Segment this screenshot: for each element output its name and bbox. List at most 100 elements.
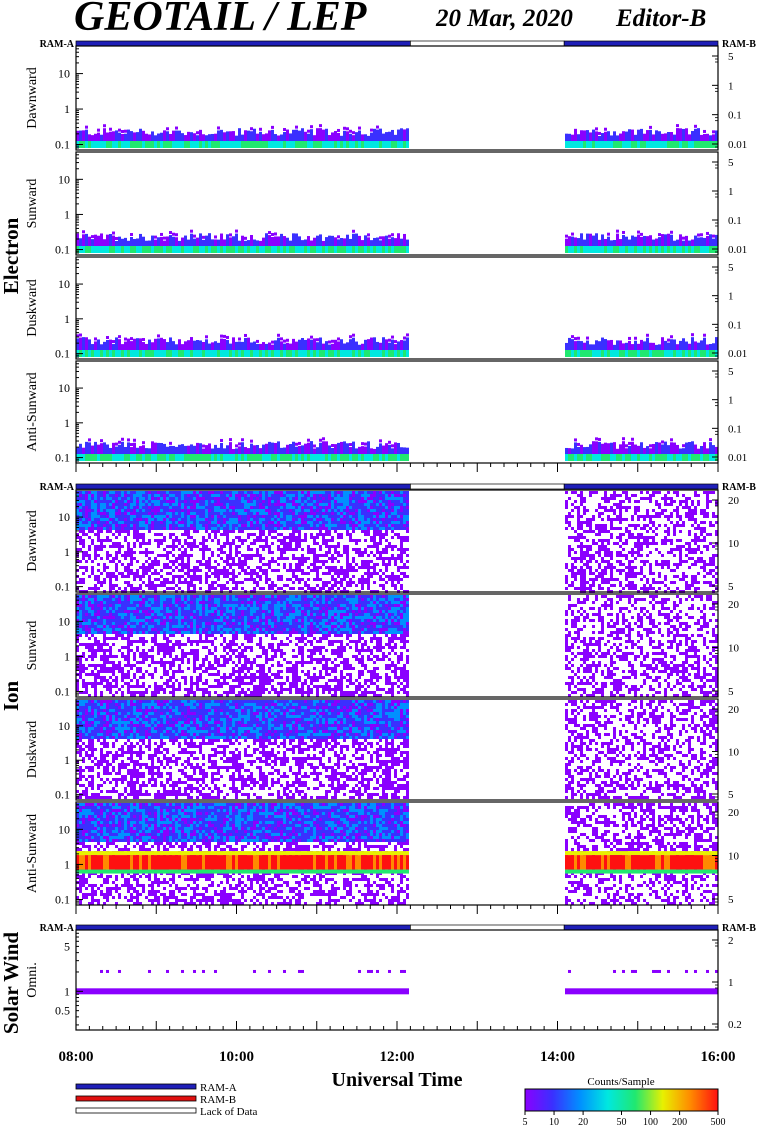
spectrogram-cell	[181, 509, 184, 512]
spectrogram-cell	[121, 545, 124, 548]
spectrogram-cell	[235, 444, 238, 448]
spectrogram-cell	[154, 246, 157, 253]
spectrogram-cell	[571, 134, 574, 141]
spectrogram-cell	[610, 442, 613, 454]
spectrogram-cell	[169, 518, 172, 521]
spectrogram-cell	[289, 141, 292, 148]
spectrogram-cell	[262, 509, 265, 512]
spectrogram-cell	[181, 566, 184, 569]
spectrogram-cell	[142, 130, 145, 141]
spectrogram-cell	[598, 506, 601, 509]
spectrogram-cell	[223, 569, 226, 572]
spectrogram-cell	[649, 125, 652, 129]
spectrogram-cell	[394, 442, 397, 454]
spectrogram-cell	[274, 512, 277, 515]
spectrogram-cell	[367, 530, 370, 533]
spectrogram-cell	[331, 132, 334, 141]
spectrogram-cell	[376, 237, 379, 246]
spectrogram-cell	[382, 551, 385, 554]
spectrogram-cell	[370, 337, 373, 350]
spectrogram-cell	[349, 339, 352, 350]
spectrogram-cell	[706, 350, 709, 357]
spectrogram-cell	[130, 554, 133, 557]
spectrogram-cell	[682, 524, 685, 527]
spectrogram-cell	[352, 497, 355, 500]
spectrogram-cell	[367, 500, 370, 503]
spectrogram-cell	[343, 524, 346, 527]
spectrogram-cell	[220, 494, 223, 497]
spectrogram-cell	[103, 497, 106, 500]
spectrogram-cell	[700, 134, 703, 141]
spectrogram-cell	[709, 234, 712, 246]
spectrogram-cell	[133, 533, 136, 536]
spectrogram-cell	[277, 333, 280, 337]
spectrogram-cell	[187, 512, 190, 515]
spectrogram-cell	[76, 527, 79, 530]
spectrogram-cell	[115, 518, 118, 521]
spectrogram-cell	[139, 533, 142, 536]
spectrogram-cell	[274, 518, 277, 521]
spectrogram-cell	[367, 560, 370, 563]
spectrogram-cell	[373, 533, 376, 536]
spectrogram-cell	[172, 130, 175, 141]
spectrogram-cell	[247, 533, 250, 536]
spectrogram-cell	[382, 548, 385, 551]
spectrogram-cell	[340, 350, 343, 357]
spectrogram-cell	[340, 524, 343, 527]
spectrogram-cell	[394, 578, 397, 581]
spectrogram-cell	[109, 350, 112, 357]
spectrogram-cell	[580, 569, 583, 572]
spectrogram-cell	[199, 563, 202, 566]
spectrogram-cell	[313, 454, 316, 461]
spectrogram-cell	[244, 539, 247, 542]
spectrogram-cell	[136, 509, 139, 512]
spectrogram-cell	[640, 246, 643, 253]
spectrogram-cell	[325, 551, 328, 554]
spectrogram-cell	[310, 536, 313, 539]
spectrogram-cell	[601, 512, 604, 515]
spectrogram-cell	[598, 548, 601, 551]
spectrogram-cell	[274, 246, 277, 253]
spectrogram-cell	[208, 563, 211, 566]
spectrogram-cell	[268, 235, 271, 246]
spectrogram-cell	[304, 524, 307, 527]
spectrogram-cell	[361, 246, 364, 253]
spectrogram-cell	[157, 334, 160, 338]
spectrogram-cell	[361, 515, 364, 518]
spectrogram-cell	[109, 524, 112, 527]
spectrogram-cell	[130, 500, 133, 503]
spectrogram-cell	[79, 512, 82, 515]
spectrogram-cell	[268, 231, 271, 235]
spectrogram-cell	[355, 233, 358, 246]
spectrogram-cell	[301, 578, 304, 581]
spectrogram-cell	[388, 440, 391, 444]
spectrogram-cell	[577, 454, 580, 461]
spectrogram-cell	[631, 581, 634, 584]
spectrogram-cell	[157, 518, 160, 521]
spectrogram-cell	[175, 446, 178, 454]
panel-1-label: Sunward	[25, 179, 40, 229]
right-axis-tick-label: 1	[728, 291, 734, 303]
spectrogram-cell	[634, 336, 637, 340]
spectrogram-cell	[112, 231, 115, 235]
spectrogram-cell	[238, 566, 241, 569]
spectrogram-cell	[340, 578, 343, 581]
spectrogram-cell	[643, 454, 646, 461]
spectrogram-cell	[661, 560, 664, 563]
spectrogram-cell	[217, 491, 220, 494]
spectrogram-cell	[610, 536, 613, 539]
spectrogram-cell	[382, 563, 385, 566]
spectrogram-cell	[301, 587, 304, 590]
spectrogram-cell	[271, 125, 274, 129]
spectrogram-cell	[232, 246, 235, 253]
spectrogram-cell	[592, 530, 595, 533]
spectrogram-cell	[628, 536, 631, 539]
spectrogram-cell	[589, 527, 592, 530]
spectrogram-cell	[580, 524, 583, 527]
spectrogram-cell	[241, 438, 244, 442]
spectrogram-cell	[202, 563, 205, 566]
spectrogram-cell	[598, 563, 601, 566]
spectrogram-cell	[565, 342, 568, 350]
spectrogram-cell	[328, 548, 331, 551]
